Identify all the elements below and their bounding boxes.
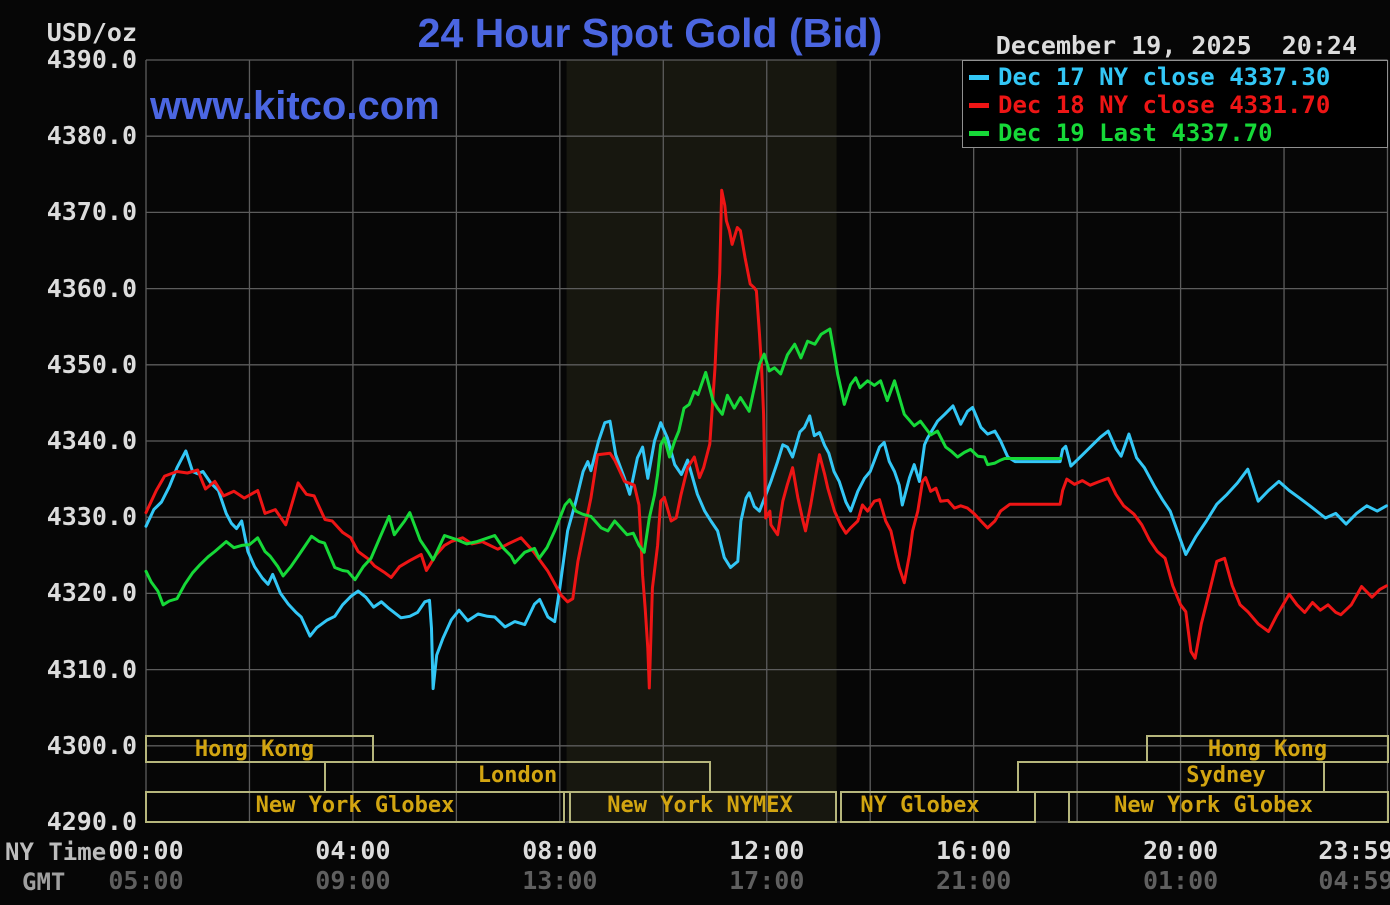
session-label: London: [477, 763, 558, 788]
session-label: Hong Kong: [194, 737, 315, 762]
x-tick-gmt: 05:00: [108, 866, 184, 895]
legend-entry-text: Dec 17 NY close 4337.30: [998, 63, 1331, 91]
x-tick-ny: 04:00: [315, 836, 391, 865]
series-line-red: [144, 188, 1388, 690]
x-tick-gmt: 21:00: [936, 866, 1012, 895]
session-box: [1017, 761, 1325, 793]
y-tick-label: 4340.0: [46, 426, 137, 455]
y-tick-label: 4380.0: [46, 121, 137, 151]
y-tick-label: 4360.0: [46, 273, 137, 303]
legend-entry-text: Dec 19 Last 4337.70: [998, 119, 1273, 147]
x-tick-ny: 08:00: [522, 836, 598, 865]
chart-timestamp: December 19, 2025 20:24: [995, 31, 1357, 60]
x-tick-ny: 20:00: [1142, 836, 1219, 865]
y-tick-label: 4290.0: [46, 807, 137, 836]
session-label: NY Globex: [860, 793, 980, 818]
session-label: Sydney: [1186, 763, 1266, 788]
session-box: [145, 735, 374, 763]
legend-entry: Dec 17 NY close 4337.30: [969, 63, 1381, 91]
y-tick-label: 4310.0: [46, 654, 137, 684]
session-label: New York Globex: [255, 793, 455, 818]
legend-entry: Dec 18 NY close 4331.70: [969, 91, 1381, 119]
session-label: Hong Kong: [1207, 737, 1328, 762]
x-tick-gmt: 17:00: [729, 866, 805, 895]
x-tick-ny: 12:00: [729, 836, 805, 865]
y-tick-label: 4390.0: [46, 45, 137, 74]
x-tick-gmt: 01:00: [1142, 866, 1219, 895]
gmt-row-label: GMT: [22, 868, 66, 896]
y-tick-label: 4350.0: [46, 349, 137, 379]
ny-time-row-label: NY Time: [5, 838, 107, 866]
y-tick-label: 4300.0: [46, 730, 137, 760]
series-line-cyan: [144, 404, 1388, 691]
legend-line-swatch: [969, 74, 989, 80]
x-tick-ny: 00:00: [108, 836, 184, 865]
y-tick-label: 4320.0: [46, 578, 137, 608]
y-tick-label: 4370.0: [46, 197, 137, 227]
legend-entry-text: Dec 18 NY close 4331.70: [998, 91, 1331, 119]
y-axis-unit-label: USD/oz: [46, 18, 137, 47]
legend-box: Dec 17 NY close 4337.30 Dec 18 NY close 4…: [962, 60, 1388, 148]
x-tick-ny: 16:00: [936, 836, 1012, 865]
session-label: New York Globex: [1114, 793, 1313, 818]
legend-line-swatch: [969, 102, 989, 108]
legend-line-swatch: [969, 130, 989, 136]
session-box: [145, 791, 565, 823]
session-box: [1146, 735, 1389, 763]
session-box: [569, 791, 837, 823]
page-title: 24 Hour Spot Gold (Bid): [417, 10, 883, 56]
y-tick-label: 4330.0: [46, 502, 137, 532]
session-box: [840, 791, 1036, 823]
legend-entry: Dec 19 Last 4337.70: [969, 119, 1381, 147]
x-tick-gmt: 13:00: [522, 866, 598, 895]
x-tick-gmt: 09:00: [315, 866, 391, 895]
x-tick-ny: 23:59: [1318, 836, 1390, 865]
x-tick-gmt: 04:59: [1318, 866, 1390, 895]
series-line-green: [144, 327, 1063, 607]
kitco-watermark: www.kitco.com: [150, 84, 440, 128]
session-label: New York NYMEX: [607, 793, 793, 818]
